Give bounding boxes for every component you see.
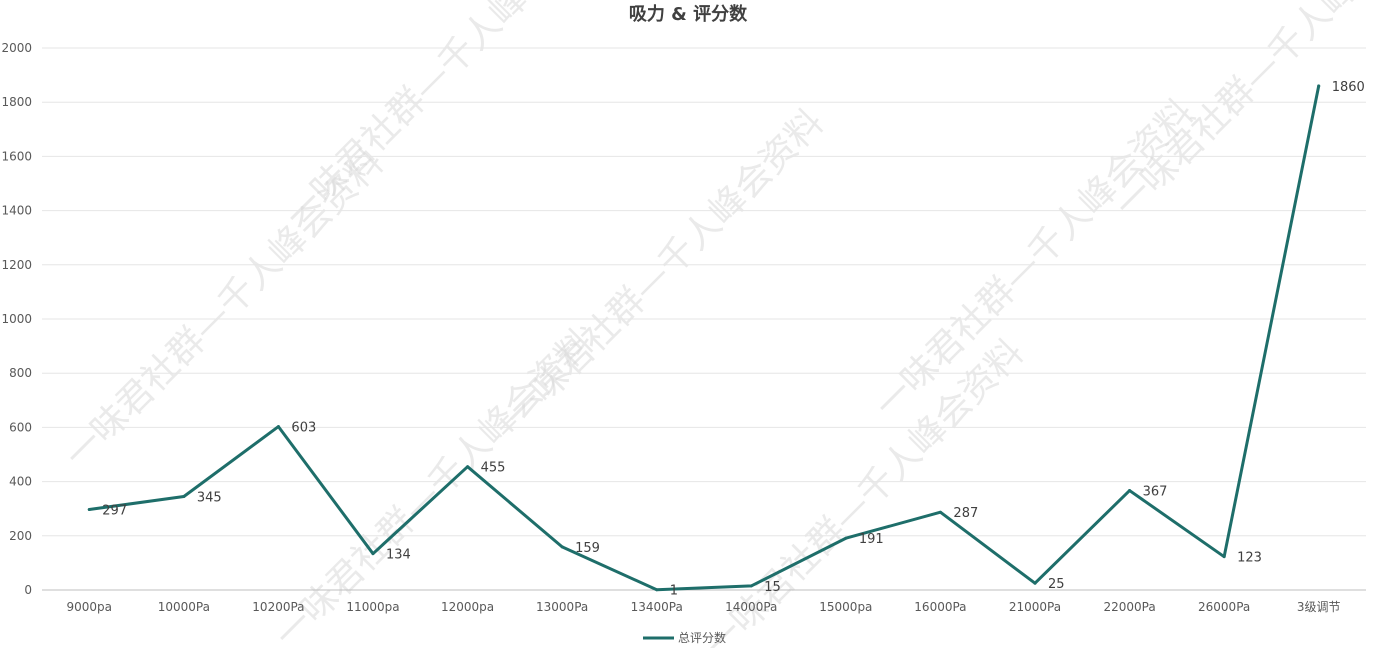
data-point [182, 495, 186, 499]
data-point [87, 508, 91, 512]
y-tick-label: 1200 [1, 258, 32, 272]
data-point [749, 584, 753, 588]
data-label: 134 [386, 548, 411, 563]
data-point [466, 465, 470, 469]
y-tick-label: 200 [9, 529, 32, 543]
data-label: 15 [764, 580, 781, 595]
data-point [276, 425, 280, 429]
x-tick-label: 11000pa [346, 600, 399, 614]
data-label: 287 [953, 506, 978, 521]
watermark-text: 一味君社群—千人峰会资料 [277, 0, 611, 236]
y-tick-label: 400 [9, 475, 32, 489]
series-line [87, 84, 1321, 592]
data-label: 25 [1048, 577, 1065, 592]
y-tick-label: 1000 [1, 312, 32, 326]
y-tick-label: 2000 [1, 41, 32, 55]
data-point [371, 552, 375, 556]
x-tick-label: 10000Pa [158, 600, 210, 614]
x-tick-label: 14000Pa [725, 600, 777, 614]
x-tick-label: 13400Pa [631, 600, 683, 614]
data-label: 367 [1143, 485, 1168, 500]
x-tick-label: 3级调节 [1297, 600, 1341, 614]
legend: 总评分数 [643, 630, 726, 645]
y-tick-label: 1600 [1, 149, 32, 163]
data-point [560, 545, 564, 549]
data-label: 603 [291, 421, 316, 436]
data-label: 191 [859, 532, 884, 547]
x-tick-label: 26000Pa [1198, 600, 1250, 614]
chart-title: 吸力 & 评分数 [629, 3, 748, 25]
series-layer [87, 84, 1321, 592]
data-point [844, 536, 848, 540]
data-point [1033, 581, 1037, 585]
data-label: 1 [670, 584, 678, 599]
watermark-text: 一味君社群—千人峰会资料 [497, 102, 831, 436]
data-label: 123 [1237, 551, 1262, 566]
data-labels: 297 345 603 134 455 159 1 15 191 287 25 367 123 1860 [102, 80, 1365, 599]
data-label: 455 [481, 461, 506, 476]
watermark-text: 一味君社群—千人峰会资料 [1107, 0, 1381, 226]
x-tick-label: 22000Pa [1103, 600, 1155, 614]
data-point [1222, 555, 1226, 559]
x-tick-label: 9000pa [67, 600, 113, 614]
grid-lines [42, 47, 1366, 591]
x-tick-label: 12000pa [441, 600, 494, 614]
data-point [655, 588, 659, 592]
data-label: 297 [102, 504, 127, 519]
x-tick-label: 21000Pa [1009, 600, 1061, 614]
data-point [1317, 84, 1321, 88]
data-label: 1860 [1332, 80, 1365, 95]
x-axis: 9000pa 10000Pa 10200Pa 11000pa 12000pa 13000P… [67, 600, 1341, 614]
legend-label: 总评分数 [678, 630, 726, 645]
x-tick-label: 16000Pa [914, 600, 966, 614]
y-tick-label: 600 [9, 420, 32, 434]
y-tick-label: 800 [9, 366, 32, 380]
x-tick-label: 10200Pa [252, 600, 304, 614]
y-tick-label: 0 [24, 583, 32, 597]
y-tick-label: 1800 [1, 95, 32, 109]
y-axis-ticks: 0 200 400 600 800 1000 1200 1400 1600 1800 2000 [1, 41, 32, 597]
data-label: 345 [197, 491, 222, 506]
watermark-text: 一味君社群—千人峰会资料 [867, 92, 1201, 426]
data-label: 159 [575, 541, 600, 556]
y-tick-label: 1400 [1, 204, 32, 218]
data-point [1128, 489, 1132, 493]
x-tick-label: 13000Pa [536, 600, 588, 614]
data-point [938, 510, 942, 514]
watermark-layer: 一味君社群—千人峰会资料一味君社群—千人峰会资料一味君社群—千人峰会资料一味君社… [57, 0, 1381, 652]
x-tick-label: 15000pa [819, 600, 872, 614]
